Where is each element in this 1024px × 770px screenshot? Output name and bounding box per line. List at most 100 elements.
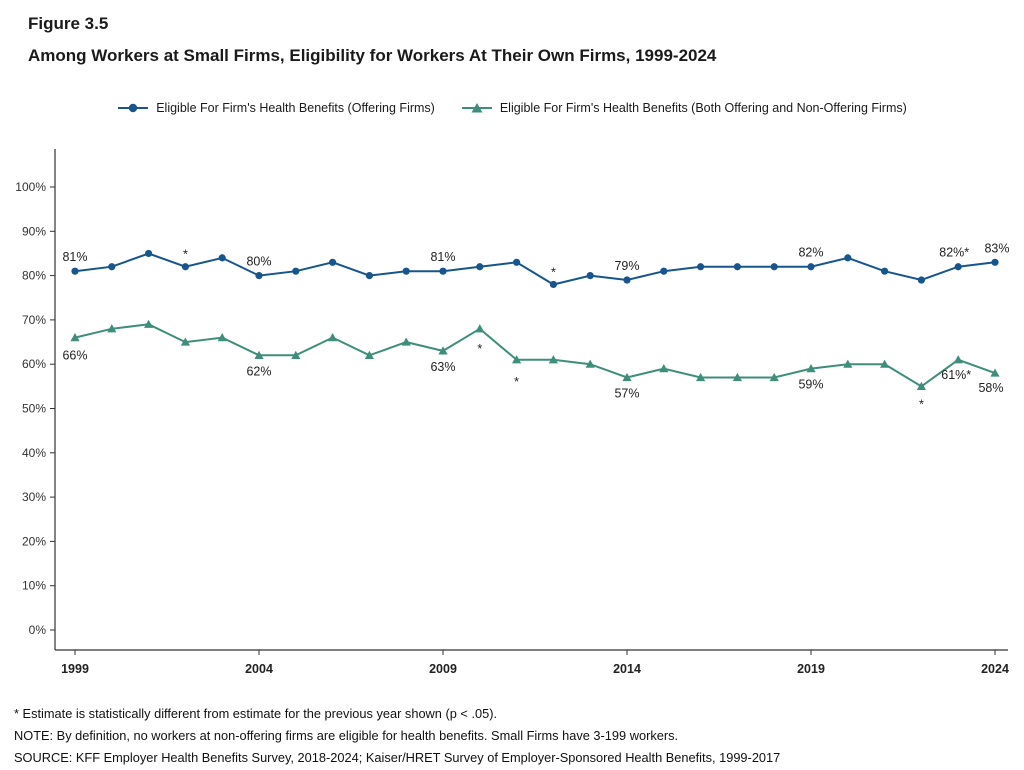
- series-0-marker: [181, 263, 189, 271]
- series-1-marker: [512, 355, 522, 364]
- eligibility-line-chart: 0% 10% 20% 30% 40% 50% 60% 70% 80% 90% 100% 1999 200…: [15, 149, 1010, 676]
- series-1-marker: [769, 372, 779, 382]
- series-0-marker: [439, 267, 447, 275]
- footnote-note: NOTE: By definition, no workers at non-o…: [14, 728, 679, 743]
- triangle-line-marker-icon: [461, 103, 492, 113]
- significance-asterisk: *: [919, 397, 924, 411]
- significance-asterisk: *: [477, 342, 482, 356]
- x-tick-label: 2019: [797, 662, 825, 676]
- data-label: 83%: [984, 241, 1009, 255]
- y-tick-label: 70%: [22, 313, 46, 327]
- footnote-significance: * Estimate is statistically different fr…: [14, 706, 498, 721]
- y-tick-label: 50%: [22, 402, 46, 416]
- figure-title: Among Workers at Small Firms, Eligibilit…: [28, 46, 717, 65]
- series-0-marker: [513, 258, 521, 266]
- series-1-marker: [70, 333, 80, 342]
- series-0-marker: [770, 263, 778, 271]
- data-label: 57%: [614, 386, 639, 400]
- y-tick-label: 10%: [22, 579, 46, 593]
- figure-number: Figure 3.5: [28, 14, 109, 33]
- y-tick-label: 90%: [22, 224, 46, 238]
- series-0-marker: [697, 263, 705, 271]
- data-label: 62%: [246, 364, 271, 378]
- data-label: 81%: [430, 250, 455, 264]
- x-tick-label: 2024: [981, 662, 1009, 676]
- series-0-marker: [329, 258, 337, 266]
- footnote-source: SOURCE: KFF Employer Health Benefits Sur…: [14, 750, 781, 765]
- series-0-marker: [549, 280, 558, 289]
- series-0-marker: [108, 263, 116, 271]
- legend-item-both-firms: Eligible For Firm's Health Benefits (Bot…: [461, 101, 907, 115]
- data-label: 58%: [978, 381, 1003, 395]
- data-label: 59%: [798, 378, 823, 392]
- footnotes: * Estimate is statistically different fr…: [14, 706, 780, 770]
- series-0-marker: [881, 267, 889, 275]
- series-line-0: [74, 252, 996, 286]
- data-label: 82%: [798, 246, 823, 260]
- series-1-marker: [696, 372, 706, 382]
- series-0-marker: [954, 263, 962, 271]
- y-tick-label: 40%: [22, 446, 46, 460]
- data-label: 66%: [62, 349, 87, 363]
- legend-label-offering-firms: Eligible For Firm's Health Benefits (Off…: [156, 101, 435, 115]
- chart-legend: Eligible For Firm's Health Benefits (Off…: [0, 101, 1024, 115]
- series-0-marker: [660, 267, 668, 275]
- series-1-marker: [254, 350, 264, 359]
- series-0-marker: [71, 267, 79, 275]
- series-1-marker: [291, 350, 301, 359]
- y-tick-label: 30%: [22, 490, 46, 504]
- series-1-marker: [585, 359, 595, 368]
- data-label: 81%: [62, 250, 87, 264]
- figure-header: Figure 3.5 Among Workers at Small Firms,…: [28, 14, 716, 66]
- series-1-marker: [401, 337, 411, 346]
- series-0-marker: [623, 276, 631, 284]
- series-0-marker: [807, 263, 815, 271]
- series-0-marker: [476, 263, 484, 271]
- series-1-marker: [953, 355, 963, 364]
- series-1-marker: [144, 319, 154, 328]
- x-tick-label: 1999: [61, 662, 89, 676]
- series-1-marker: [328, 333, 338, 342]
- series-1-marker: [659, 364, 669, 373]
- series-0-marker: [292, 267, 300, 275]
- series-1-marker: [364, 350, 374, 359]
- series-1-marker: [107, 324, 117, 333]
- series-0-marker: [218, 254, 226, 262]
- series-0-marker: [991, 258, 999, 266]
- series-0-marker: [145, 249, 153, 258]
- circle-line-marker-icon: [118, 103, 149, 113]
- series-1-marker: [843, 359, 853, 368]
- significance-asterisk: *: [514, 375, 519, 389]
- series-0-marker: [733, 263, 742, 271]
- series-1-marker: [438, 346, 448, 355]
- data-label: 61%*: [941, 368, 971, 382]
- series-1-marker: [622, 372, 632, 382]
- significance-asterisk: *: [183, 248, 188, 262]
- legend-item-offering-firms: Eligible For Firm's Health Benefits (Off…: [117, 101, 435, 115]
- y-tick-label: 0%: [29, 623, 47, 637]
- data-label: 80%: [246, 255, 271, 269]
- series-line-1: [74, 323, 996, 388]
- x-tick-label: 2014: [613, 662, 641, 676]
- series-0-marker: [586, 272, 594, 280]
- series-1-marker: [180, 337, 190, 346]
- x-tick-label: 2004: [245, 662, 273, 676]
- series-0-marker: [255, 272, 263, 280]
- series-1-marker: [880, 359, 890, 368]
- series-1-marker: [548, 355, 558, 364]
- data-label: 63%: [430, 360, 455, 374]
- series-0-marker: [365, 272, 373, 280]
- series-0-marker: [844, 254, 852, 262]
- series-1-marker: [732, 372, 742, 382]
- y-tick-label: 60%: [22, 357, 46, 371]
- series-1-marker: [217, 333, 227, 342]
- y-tick-label: 100%: [15, 180, 46, 194]
- series-1-marker: [806, 364, 816, 373]
- data-label: 82%*: [939, 246, 969, 260]
- series-0-marker: [402, 267, 410, 275]
- significance-asterisk: *: [551, 265, 556, 279]
- data-label: 79%: [614, 259, 639, 273]
- series-1-marker: [475, 324, 485, 333]
- series-1-marker: [990, 368, 1000, 377]
